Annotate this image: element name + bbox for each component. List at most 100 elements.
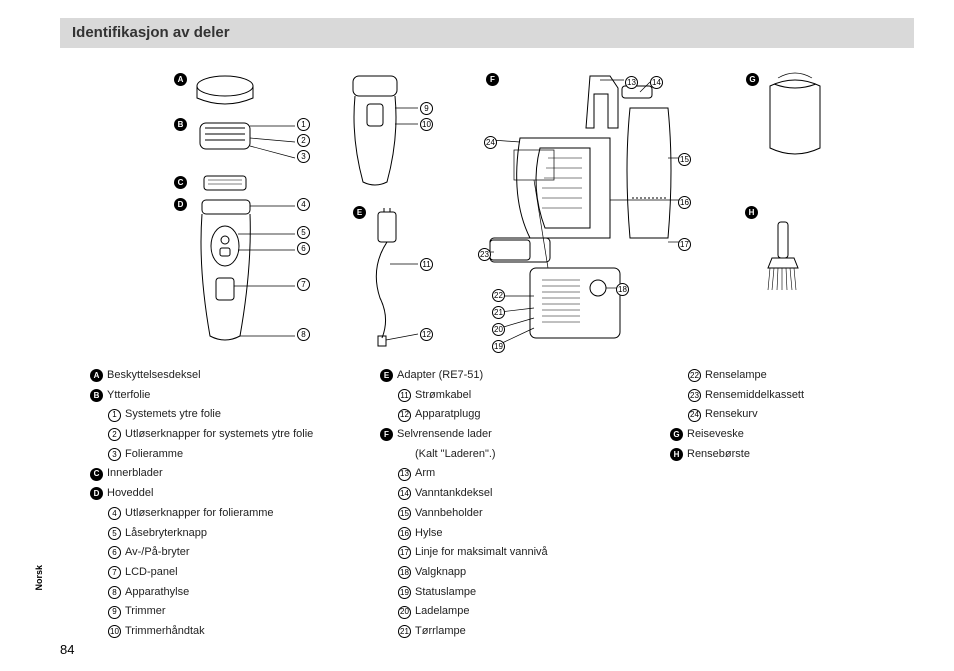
bullet-number-icon: 10 <box>108 625 121 638</box>
legend-item: 13Arm <box>380 464 640 483</box>
legend-item: 8 Apparathylse <box>90 583 350 602</box>
diagram-number-label: 20 <box>492 323 505 336</box>
legend-text: Selvrensende lader <box>397 425 492 444</box>
bullet-number-icon: 7 <box>108 566 121 579</box>
legend-item: 10 Trimmerhåndtak <box>90 622 350 641</box>
bullet-number-icon: 19 <box>398 586 411 599</box>
legend-item: 7LCD-panel <box>90 563 350 582</box>
legend-item: CInnerblader <box>90 464 350 483</box>
diagrams-area: ABCDEFGH 1234567891011121314151617181920… <box>60 58 914 358</box>
legend-item: (Kalt "Laderen".) <box>380 445 640 464</box>
diagram-number-label: 13 <box>625 76 638 89</box>
bullet-number-icon: 9 <box>108 606 121 619</box>
legend-text: Folieramme <box>125 445 183 464</box>
diagram-number-label: 24 <box>484 136 497 149</box>
diagram-number-label: 1 <box>297 118 310 131</box>
legend-item: 15Vannbeholder <box>380 504 640 523</box>
legend-item: 23Rensemiddelkassett <box>670 386 870 405</box>
legend-item: 21 Tørrlampe <box>380 622 640 641</box>
legend-item: 24 Rensekurv <box>670 405 870 424</box>
legend-text: Beskyttelsesdeksel <box>107 366 201 385</box>
diagram-number-label: 17 <box>678 238 691 251</box>
legend-text: (Kalt "Laderen".) <box>415 445 496 464</box>
legend-item: 20 Ladelampe <box>380 602 640 621</box>
diagram-letter-label: D <box>174 198 187 211</box>
side-language-label: Norsk <box>34 565 44 591</box>
legend-text: Valgknapp <box>415 563 466 582</box>
legend-text: Utløserknapper for folieramme <box>125 504 274 523</box>
legend-item: 3Folieramme <box>90 445 350 464</box>
legend-text: Reiseveske <box>687 425 744 444</box>
legend-text: Renselampe <box>705 366 767 385</box>
legend-col-2: E Adapter (RE7-51) 11 Strømkabel12Apparatpl… <box>380 366 640 642</box>
diagram-brush <box>760 218 810 303</box>
diagram-letter-label: E <box>353 206 366 219</box>
legend-item: DHoveddel <box>90 484 350 503</box>
diagram-letter-label: G <box>746 73 759 86</box>
legend-item: ABeskyttelsesdeksel <box>90 366 350 385</box>
legend-text: Trimmer <box>125 602 166 621</box>
bullet-number-icon: 22 <box>688 369 701 382</box>
diagram-letter-label: F <box>486 73 499 86</box>
diagram-shaver-rear <box>335 68 425 193</box>
diagram-number-label: 5 <box>297 226 310 239</box>
bullet-number-icon: 5 <box>108 527 121 540</box>
legend-text: Rensebørste <box>687 445 750 464</box>
bullet-number-icon: 2 <box>108 428 121 441</box>
diagram-number-label: 9 <box>420 102 433 115</box>
bullet-number-icon: 14 <box>398 487 411 500</box>
legend-text: Adapter (RE7-51) <box>397 366 483 385</box>
legend-item: 2 Utløserknapper for systemets ytre folie <box>90 425 350 444</box>
diagram-number-label: 23 <box>478 248 491 261</box>
bullet-number-icon: 21 <box>398 625 411 638</box>
legend-text: Statuslampe <box>415 583 476 602</box>
legend-item: 16 Hylse <box>380 524 640 543</box>
legend-item: 14Vanntankdeksel <box>380 484 640 503</box>
bullet-number-icon: 8 <box>108 586 121 599</box>
page-number: 84 <box>60 642 74 657</box>
diagram-number-label: 8 <box>297 328 310 341</box>
bullet-letter-icon: D <box>90 487 103 500</box>
legend-text: Ladelampe <box>415 602 469 621</box>
diagram-letter-label: C <box>174 176 187 189</box>
legend-item: GReiseveske <box>670 425 870 444</box>
bullet-letter-icon: E <box>380 369 393 382</box>
bullet-number-icon: 11 <box>398 389 411 402</box>
legend-col-3: 22 Renselampe23Rensemiddelkassett 24 Rensek… <box>670 366 870 642</box>
legend-item: 5Låsebryterknapp <box>90 524 350 543</box>
bullet-number-icon: 17 <box>398 546 411 559</box>
legend-col-1: ABeskyttelsesdekselBYtterfolie1Systemets… <box>90 366 350 642</box>
legend-text: Trimmerhåndtak <box>125 622 205 641</box>
bullet-number-icon: 24 <box>688 409 701 422</box>
diagram-number-label: 18 <box>616 283 629 296</box>
legend-item: E Adapter (RE7-51) <box>380 366 640 385</box>
legend-text: Hylse <box>415 524 443 543</box>
legend-text: Linje for maksimalt vannivå <box>415 543 548 562</box>
bullet-letter-icon: B <box>90 389 103 402</box>
diagram-number-label: 11 <box>420 258 433 271</box>
bullet-number-icon: 13 <box>398 468 411 481</box>
bullet-number-icon: 6 <box>108 546 121 559</box>
legend-text: Rensekurv <box>705 405 758 424</box>
legend-item: 12Apparatplugg <box>380 405 640 424</box>
legend: ABeskyttelsesdekselBYtterfolie1Systemets… <box>60 366 914 642</box>
legend-item: B Ytterfolie <box>90 386 350 405</box>
bullet-number-icon: 20 <box>398 606 411 619</box>
bullet-number-icon: 12 <box>398 409 411 422</box>
legend-item: 19 Statuslampe <box>380 583 640 602</box>
legend-item: 4 Utløserknapper for folieramme <box>90 504 350 523</box>
bullet-number-icon: 1 <box>108 409 121 422</box>
legend-text: Utløserknapper for systemets ytre folie <box>125 425 313 444</box>
legend-text: Apparathylse <box>125 583 189 602</box>
diagram-number-label: 12 <box>420 328 433 341</box>
legend-text: Tørrlampe <box>415 622 466 641</box>
legend-item: 11 Strømkabel <box>380 386 640 405</box>
legend-text: Ytterfolie <box>107 386 150 405</box>
diagram-number-label: 16 <box>678 196 691 209</box>
bullet-letter-icon: H <box>670 448 683 461</box>
bullet-number-icon: 16 <box>398 527 411 540</box>
diagram-cleaner <box>490 68 690 353</box>
legend-text: Innerblader <box>107 464 163 483</box>
bullet-number-icon: 4 <box>108 507 121 520</box>
legend-text: Strømkabel <box>415 386 471 405</box>
